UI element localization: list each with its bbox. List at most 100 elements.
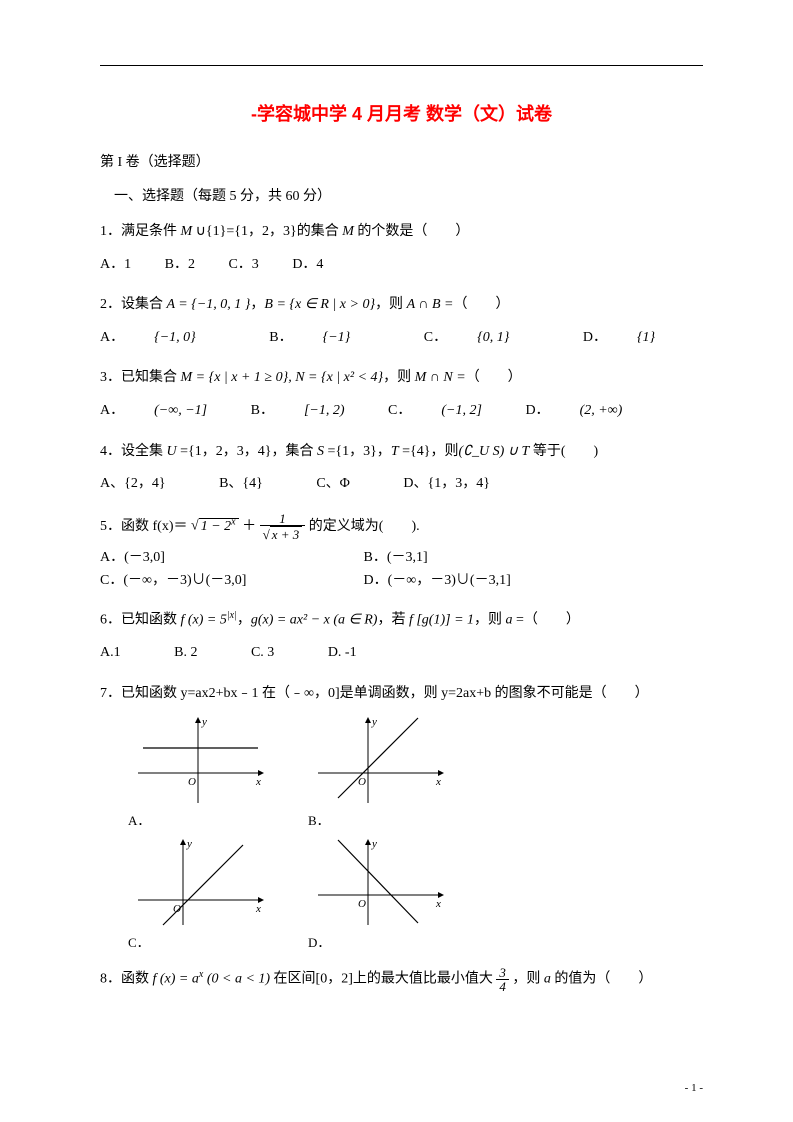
q5-optB: B．(－3,1] [364,550,428,565]
q2-setB: B = {x ∈ R | x > 0} [264,297,375,312]
q5-rad1-sup: x [231,516,235,527]
q3-optD-l: D． [525,403,549,418]
q5-optC: C．(－∞，－3)∪(－3,0] [100,570,330,592]
q6-s1: ， [237,613,251,628]
q6-g: g(x) = ax² − x (a ∈ R) [251,613,378,628]
q1-opt-b: B．2 [165,257,195,272]
q4-udef: ={1，2，3，4}，集合 [177,444,317,459]
q3-M: M = {x | x + 1 ≥ 0}, N = {x | x² < 4} [181,370,384,385]
q4-optA: A、{2，4} [100,476,166,491]
q3-tail: （ ） [466,370,522,385]
q4-S: S [317,444,324,459]
q6-s2: ，若 [377,613,409,628]
q1-opt-d: D．4 [292,257,323,272]
q4-options: A、{2，4} B、{4} C、Φ D、{1，3，4} [100,471,703,498]
q6-cond: f [g(1)] = 1 [409,613,474,628]
q3-optD: (2, +∞) [580,403,623,418]
q3-sep: ，则 [383,370,415,385]
q5-num: 1 [260,512,306,527]
q3-options: A．(−∞, −1] B．[−1, 2) C．(−1, 2] D．(2, +∞) [100,398,703,425]
q1-opt-c: C．3 [228,257,258,272]
q7-svg-C: y x O [128,835,268,930]
q4-U: U [167,444,177,459]
q2-a: 2．设集合 [100,297,167,312]
q6-tail: =（ ） [513,613,580,628]
q6-options: A.1 B. 2 C. 3 D. -1 [100,640,703,667]
q8-tail: ，则 [512,972,544,987]
q1-text-b: ∪{1}={1，2，3}的集合 [192,224,342,239]
q5-options: A．(－3,0] B．(－3,1] C．(－∞，－3)∪(－3,0] D．(－∞… [100,547,703,592]
q2-tail: （ ） [453,297,509,312]
q5-sqrt1: √1 − 2x [191,512,239,540]
q5-rad1: 1 − 2 [201,519,231,534]
q1-text-a: 1．满足条件 [100,224,181,239]
q3-optC-l: C． [388,403,411,418]
q1-options: A．1 B．2 C．3 D．4 [100,252,703,279]
q7-label-B: B． [308,810,330,829]
q2-optD: {1} [637,330,655,345]
axis-x-A: x [255,776,261,788]
part-header: 第 I 卷（选择题） [100,151,703,171]
q2-optB-l: B． [269,330,292,345]
q4-a: 4．设全集 [100,444,167,459]
q2-optA: {−1, 0} [154,330,196,345]
q8-stem: 8．函数 f (x) = ax (0 < a < 1) 在区间[0，2]上的最大… [100,965,703,994]
q2-optB: {−1} [323,330,351,345]
q8-frac: 3 4 [496,966,509,994]
q7-label-D: D． [308,932,330,951]
q7-graph-C: y x O C． [128,835,268,951]
q8-avar: a [544,972,551,987]
q2-setA: A = {−1, 0, 1 } [167,297,251,312]
q2-s1: ， [250,297,264,312]
q2-s2: ，则 [375,297,407,312]
q8-den: 4 [496,980,509,994]
q5-den-rad: x + 3 [270,526,303,542]
q4-expr: (∁_U S) ∪ T [458,444,529,459]
q7-graph-D: y x O D． [308,835,448,951]
q7-row2: y x O C． y x O D． [128,835,703,951]
q6-s3: ，则 [474,613,506,628]
q7-stem: 7．已知函数 y=ax2+bx﹣1 在（﹣∞，0]是单调函数，则 y=2ax+b… [100,681,703,708]
q8-cond: (0 < a < 1) [203,972,273,987]
q4-T: T [391,444,399,459]
q4-optB: B、{4} [219,476,263,491]
q2-optC-l: C． [424,330,447,345]
q5-optD: D．(－∞，－3)∪(－3,1] [364,573,511,588]
q1-text-c: 的个数是（ ） [354,224,470,239]
q5-a: 5．函数 f(x)＝ [100,519,188,534]
axis-y-D: y [371,838,377,850]
q3-optA: (−∞, −1] [154,403,207,418]
q4-sdef: ={1，3}， [324,444,391,459]
q3-optA-l: A． [100,403,124,418]
q5-optA: A．(－3,0] [100,547,330,569]
q8-f: f (x) = a [153,972,199,987]
axis-O-B: O [358,776,366,788]
section-1-header: 一、选择题（每题 5 分，共 60 分） [114,185,703,205]
axis-O-A: O [188,776,196,788]
q8-num: 3 [496,966,509,981]
q6-aeq: a [506,613,513,628]
q7-label-A: A． [128,810,150,829]
q7-svg-A: y x O [128,713,268,808]
q2-optD-l: D． [583,330,607,345]
q4-tail: 等于( ) [529,444,598,459]
q5-sqrt2: √x + 3 [263,528,303,542]
axis-O-D: O [358,898,366,910]
q4-optC: C、Φ [316,476,350,491]
q2-options: A．{−1, 0} B．{−1} C．{0, 1} D．{1} [100,325,703,352]
q7-svg-B: y x O [308,713,448,808]
q1-var2: M [342,224,354,239]
axis-x-B: x [435,776,441,788]
q8-a: 8．函数 [100,972,153,987]
page: -学容城中学 4 月月考 数学（文）试卷 第 I 卷（选择题） 一、选择题（每题… [0,0,793,1040]
q3-stem: 3．已知集合 M = {x | x + 1 ≥ 0}, N = {x | x² … [100,365,703,392]
axis-y-B: y [371,716,377,728]
q6-stem: 6．已知函数 f (x) = 5|x|，g(x) = ax² − x (a ∈ … [100,606,703,634]
q6-optA: A.1 [100,645,121,660]
q4-tdef: ={4}，则 [399,444,459,459]
q6-fsup: |x| [227,610,237,621]
q3-a: 3．已知集合 [100,370,181,385]
q6-optD: D. -1 [328,645,357,660]
q3-optC: (−1, 2] [441,403,482,418]
q1-var1: M [181,224,193,239]
